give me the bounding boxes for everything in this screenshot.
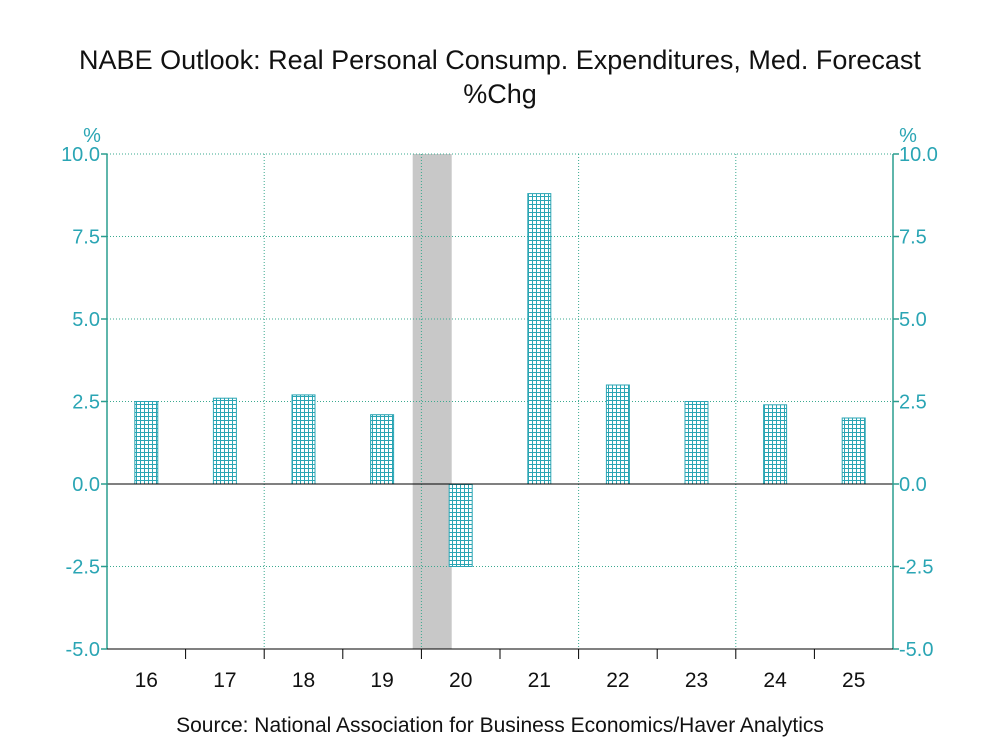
right-y-tick-label: 10.0 xyxy=(899,144,938,166)
right-y-unit-label: % xyxy=(899,125,917,147)
left-y-tick-label: 5.0 xyxy=(72,309,100,331)
chart-subtitle: %Chg xyxy=(463,79,537,109)
bar xyxy=(684,401,709,485)
source-note: Source: National Association for Busines… xyxy=(176,714,824,737)
bar xyxy=(527,193,552,485)
left-y-unit-label: % xyxy=(83,125,101,147)
bar xyxy=(448,483,473,567)
left-y-tick-label: 2.5 xyxy=(72,392,100,414)
bar xyxy=(370,414,395,485)
bar xyxy=(134,401,159,485)
x-tick-label: 22 xyxy=(606,669,629,692)
x-tick-label: 17 xyxy=(213,669,236,692)
x-tick-label: 25 xyxy=(842,669,865,692)
recession-shade xyxy=(412,154,452,649)
x-tick-label: 23 xyxy=(685,669,708,692)
x-tick-label: 21 xyxy=(528,669,551,692)
left-y-tick-label: 0.0 xyxy=(72,474,100,496)
left-y-tick-label: 7.5 xyxy=(72,227,100,249)
x-tick-label: 19 xyxy=(370,669,393,692)
right-y-tick-label: 0.0 xyxy=(899,474,927,496)
left-y-tick-label: -5.0 xyxy=(66,639,100,661)
right-y-tick-label: 7.5 xyxy=(899,227,927,249)
left-y-tick-label: -2.5 xyxy=(66,557,100,579)
chart-title: NABE Outlook: Real Personal Consump. Exp… xyxy=(79,45,921,75)
right-y-tick-label: 2.5 xyxy=(899,392,927,414)
bar xyxy=(605,384,630,485)
bar xyxy=(291,394,316,485)
right-y-tick-label: -5.0 xyxy=(899,639,933,661)
left-y-tick-label: 10.0 xyxy=(61,144,100,166)
bar xyxy=(212,397,237,485)
x-tick-label: 18 xyxy=(292,669,315,692)
bar xyxy=(763,404,788,485)
x-tick-label: 20 xyxy=(449,669,472,692)
bar xyxy=(841,417,866,485)
right-y-tick-label: 5.0 xyxy=(899,309,927,331)
x-tick-label: 16 xyxy=(135,669,158,692)
right-y-tick-label: -2.5 xyxy=(899,557,933,579)
x-tick-label: 24 xyxy=(763,669,787,692)
